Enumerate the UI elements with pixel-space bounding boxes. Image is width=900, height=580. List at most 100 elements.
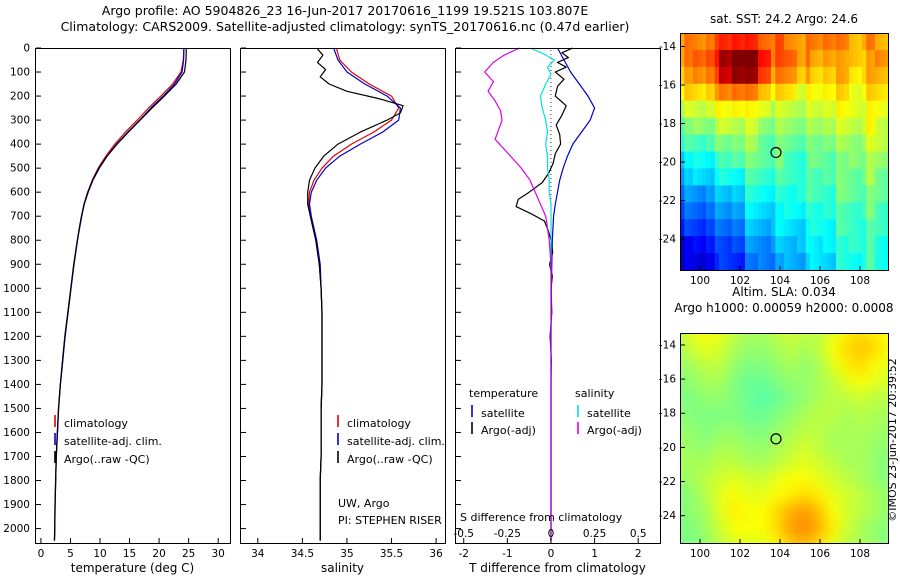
map-cell bbox=[883, 179, 889, 186]
map-cell bbox=[766, 219, 772, 226]
depth-tick-label: 100 bbox=[10, 67, 30, 79]
map-cell bbox=[680, 230, 685, 237]
map-cell bbox=[736, 100, 742, 107]
map-cell bbox=[771, 253, 776, 260]
map-cell bbox=[784, 134, 789, 141]
map-cell bbox=[740, 72, 746, 79]
map-cell bbox=[849, 123, 854, 130]
s-tick-label: 0.5 bbox=[630, 528, 647, 540]
map-cell bbox=[710, 134, 716, 141]
map-cell bbox=[680, 341, 687, 358]
map-cell bbox=[745, 89, 750, 96]
map-cell bbox=[788, 123, 794, 130]
map-cell bbox=[719, 264, 724, 271]
map-cell bbox=[742, 373, 757, 391]
map-cell bbox=[714, 264, 720, 271]
map-cell bbox=[875, 112, 880, 119]
map-cell bbox=[882, 341, 888, 358]
map-cell bbox=[684, 224, 690, 232]
depth-tick-label: 1300 bbox=[3, 355, 30, 367]
map-cell bbox=[680, 106, 685, 113]
map-cell bbox=[701, 83, 707, 90]
map-cell bbox=[753, 253, 759, 260]
map-cell bbox=[719, 117, 724, 124]
map-cell bbox=[801, 89, 807, 96]
map-cell bbox=[812, 518, 827, 536]
map-cell bbox=[697, 241, 703, 248]
map-cell bbox=[840, 157, 846, 164]
map-cell bbox=[749, 33, 755, 40]
map-cell bbox=[827, 247, 833, 254]
map-cell bbox=[697, 157, 703, 164]
map-cell bbox=[749, 157, 755, 164]
x-tick-label: 35 bbox=[340, 548, 353, 560]
lat-tick-label: -20 bbox=[659, 157, 676, 169]
map-cell bbox=[879, 258, 885, 265]
map-cell bbox=[775, 213, 781, 220]
map-cell bbox=[797, 38, 802, 45]
map-cell bbox=[814, 83, 820, 90]
map-cell bbox=[753, 168, 759, 175]
map-cell bbox=[840, 106, 846, 113]
map-cell bbox=[740, 264, 746, 271]
map-cell bbox=[697, 83, 703, 90]
map-cell bbox=[762, 49, 768, 57]
map-cell bbox=[810, 100, 815, 107]
map-cell bbox=[784, 174, 789, 181]
map-cell bbox=[818, 151, 824, 158]
map-cell bbox=[766, 151, 772, 158]
map-cell bbox=[736, 112, 742, 119]
map-cell bbox=[788, 264, 794, 271]
map-cell bbox=[784, 219, 789, 226]
map-cell bbox=[875, 49, 880, 57]
depth-tick-label: 1200 bbox=[3, 331, 30, 343]
map-cell bbox=[818, 185, 824, 192]
map-cell bbox=[784, 454, 799, 471]
map-cell bbox=[697, 174, 703, 181]
map-cell bbox=[749, 185, 755, 192]
map-cell bbox=[775, 162, 781, 169]
map-cell bbox=[756, 486, 771, 504]
map-cell bbox=[862, 253, 867, 260]
map-cell bbox=[719, 72, 724, 79]
map-cell bbox=[714, 534, 729, 543]
map-cell bbox=[758, 134, 763, 141]
map-cell bbox=[862, 162, 867, 169]
map-cell bbox=[727, 83, 733, 90]
map-cell bbox=[766, 106, 772, 113]
map-cell bbox=[727, 134, 733, 141]
map-cell bbox=[814, 162, 820, 169]
map-cell bbox=[727, 185, 733, 192]
map-cell bbox=[732, 174, 737, 181]
map-cell bbox=[771, 49, 776, 57]
map-cell bbox=[840, 95, 846, 102]
map-cell bbox=[879, 112, 885, 119]
map-cell bbox=[854, 421, 869, 439]
map-cell bbox=[723, 213, 729, 220]
map-cell bbox=[792, 134, 798, 141]
map-cell bbox=[727, 33, 733, 40]
map-cell bbox=[745, 213, 750, 220]
map-cell bbox=[818, 264, 824, 271]
map-cell bbox=[706, 112, 711, 119]
map-cell bbox=[823, 174, 828, 181]
map-cell bbox=[762, 191, 768, 198]
map-cell bbox=[727, 157, 733, 164]
x-tick-label: -2 bbox=[458, 548, 468, 560]
map-cell bbox=[775, 174, 781, 181]
map-cell bbox=[840, 470, 855, 487]
map-cell bbox=[810, 66, 815, 74]
map-cell bbox=[875, 219, 880, 226]
map-cell bbox=[849, 202, 854, 209]
map-cell bbox=[706, 61, 711, 68]
map-cell bbox=[693, 191, 698, 198]
map-cell bbox=[740, 258, 746, 265]
map-cell bbox=[823, 162, 828, 169]
map-cell bbox=[680, 247, 685, 254]
map-cell bbox=[801, 140, 807, 147]
map-cell bbox=[883, 78, 889, 85]
map-cell bbox=[680, 168, 685, 175]
map-cell bbox=[826, 534, 841, 543]
map-cell bbox=[784, 191, 789, 198]
map-cell bbox=[854, 518, 869, 536]
